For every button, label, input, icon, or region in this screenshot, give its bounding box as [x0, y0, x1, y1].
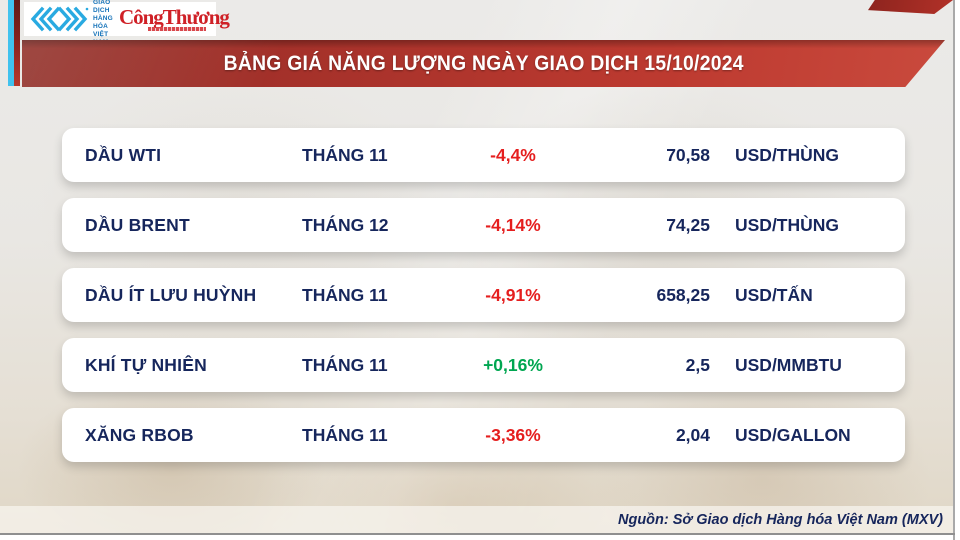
price-value: 74,25: [666, 214, 710, 235]
mxv-chevrons-icon: [30, 6, 89, 32]
table-row-wti: DẦU WTI THÁNG 11 -4,4% 70,58 USD/THÙNG: [62, 128, 905, 182]
contract-month: THÁNG 11: [302, 354, 388, 375]
price-unit: USD/THÙNG: [735, 214, 840, 235]
table-row-rbob-gasoline: XĂNG RBOB THÁNG 11 -3,36% 2,04 USD/GALLO…: [62, 408, 905, 462]
commodity-name: DẦU ÍT LƯU HUỲNH: [85, 284, 257, 305]
slide-right-edge: [953, 0, 955, 540]
table-row-low-sulphur-oil: DẦU ÍT LƯU HUỲNH THÁNG 11 -4,91% 658,25 …: [62, 268, 905, 322]
price-unit: USD/GALLON: [735, 424, 851, 445]
title-banner: BẢNG GIÁ NĂNG LƯỢNG NGÀY GIAO DỊCH 15/10…: [22, 40, 945, 87]
price-value: 70,58: [666, 144, 710, 165]
contract-month: THÁNG 12: [302, 214, 389, 235]
change-percent: -3,36%: [485, 424, 541, 445]
change-percent: -4,4%: [490, 144, 536, 165]
price-table: DẦU WTI THÁNG 11 -4,4% 70,58 USD/THÙNG D…: [62, 128, 905, 478]
commodity-name: DẦU BRENT: [85, 214, 190, 235]
price-value: 2,5: [685, 354, 710, 375]
change-percent: -4,14%: [485, 214, 541, 235]
infographic-slide: SỞ GIAO DỊCH HÀNG HÓA VIỆT NAM CôngThươn…: [0, 0, 953, 533]
table-row-natural-gas: KHÍ TỰ NHIÊN THÁNG 11 +0,16% 2,5 USD/MMB…: [62, 338, 905, 392]
source-credit: Nguồn: Sở Giao dịch Hàng hóa Việt Nam (M…: [618, 511, 943, 528]
commodity-name: XĂNG RBOB: [85, 424, 194, 445]
price-value: 658,25: [656, 284, 710, 305]
table-row-brent: DẦU BRENT THÁNG 12 -4,14% 74,25 USD/THÙN…: [62, 198, 905, 252]
price-unit: USD/TẤN: [735, 284, 813, 305]
price-unit: USD/MMBTU: [735, 354, 842, 375]
contract-month: THÁNG 11: [302, 424, 388, 445]
contract-month: THÁNG 11: [302, 144, 388, 165]
left-red-stripe: [14, 0, 20, 86]
commodity-name: DẦU WTI: [85, 144, 162, 165]
slide-bottom-edge: [0, 533, 955, 535]
change-percent: +0,16%: [483, 354, 543, 375]
commodity-name: KHÍ TỰ NHIÊN: [85, 354, 207, 375]
price-unit: USD/THÙNG: [735, 144, 840, 165]
left-cyan-stripe: [8, 0, 14, 86]
contract-month: THÁNG 11: [302, 284, 388, 305]
corner-red-ribbon: [868, 0, 953, 14]
congthuong-logo: CôngThương: [118, 5, 230, 29]
price-value: 2,04: [675, 424, 710, 445]
congthuong-tagline-bar: [148, 27, 206, 31]
footer-bar: Nguồn: Sở Giao dịch Hàng hóa Việt Nam (M…: [0, 506, 953, 533]
change-percent: -4,91%: [485, 284, 541, 305]
page-title: BẢNG GIÁ NĂNG LƯỢNG NGÀY GIAO DỊCH 15/10…: [223, 51, 744, 75]
mxv-org-name: SỞ GIAO DỊCH HÀNG HÓA VIỆT NAM: [93, 0, 113, 46]
